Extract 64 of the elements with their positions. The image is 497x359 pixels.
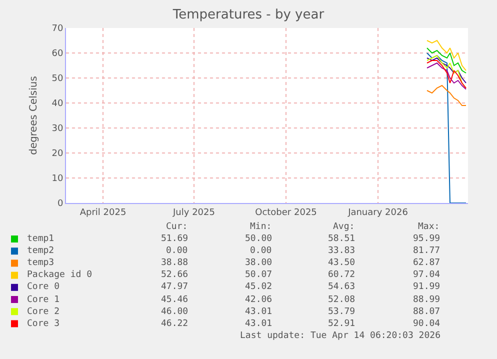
legend-label: Core 0 xyxy=(27,282,60,292)
text: 43.01 xyxy=(245,319,272,329)
text: 52.91 xyxy=(328,319,356,329)
text: 50.00 xyxy=(245,234,272,244)
legend-label: temp2 xyxy=(27,246,54,256)
text: 60.72 xyxy=(328,270,356,280)
y-tick-label: 20 xyxy=(52,149,64,160)
text: Last update: Tue Apr 14 06:20:03 2026 xyxy=(240,331,440,341)
y-tick-label: 30 xyxy=(52,124,64,134)
text: 95.99 xyxy=(413,234,440,244)
text: 97.04 xyxy=(413,270,440,280)
text: 42.06 xyxy=(245,295,272,305)
text: 81.77 xyxy=(413,246,440,256)
text: 52.66 xyxy=(161,270,188,280)
text: 52.08 xyxy=(328,295,356,305)
text: 88.07 xyxy=(413,307,440,317)
legend-label: temp3 xyxy=(27,258,54,268)
text: 43.01 xyxy=(245,307,272,317)
text: 91.99 xyxy=(413,282,440,292)
text: 53.79 xyxy=(328,307,356,317)
text: Max: xyxy=(418,222,440,232)
text: 54.63 xyxy=(328,282,356,292)
text: 50.07 xyxy=(245,270,272,280)
text: 45.02 xyxy=(245,282,272,292)
line-series xyxy=(426,48,466,74)
text: 0.00 xyxy=(250,246,272,256)
line-series xyxy=(426,52,466,203)
y-tick-label: 0 xyxy=(57,199,64,210)
legend-label: Core 1 xyxy=(27,295,60,305)
line-series xyxy=(426,58,466,84)
text: Min: xyxy=(250,222,272,232)
text: 46.00 xyxy=(161,307,188,317)
y-tick-label: 70 xyxy=(52,24,64,34)
text: 90.04 xyxy=(413,319,440,329)
text: 58.51 xyxy=(328,234,356,244)
text: 47.97 xyxy=(161,282,188,292)
text: 0.00 xyxy=(166,246,188,256)
text: Avg: xyxy=(333,222,355,232)
text: 62.87 xyxy=(413,258,440,268)
y-tick-label: 60 xyxy=(52,49,64,60)
legend-label: Core 2 xyxy=(27,307,60,317)
text: 88.99 xyxy=(413,295,440,305)
y-tick-label: 10 xyxy=(52,174,64,184)
x-tick-label: October 2025 xyxy=(255,208,317,218)
text: 33.83 xyxy=(328,246,356,256)
line-series xyxy=(426,40,466,71)
x-tick-label: April 2025 xyxy=(80,208,126,218)
text: 46.22 xyxy=(161,319,188,329)
line-series xyxy=(426,85,466,106)
text: 38.88 xyxy=(161,258,188,268)
text: 43.50 xyxy=(328,258,356,268)
y-tick-label: 50 xyxy=(52,74,64,84)
text: 38.00 xyxy=(245,258,272,268)
x-tick-label: January 2026 xyxy=(347,208,408,218)
text: Cur: xyxy=(166,222,188,232)
chart-title: Temperatures - by year xyxy=(172,8,325,23)
y-axis-title: degrees Celsius xyxy=(28,76,40,155)
y-tick-label: 40 xyxy=(52,99,64,110)
text: 51.69 xyxy=(161,234,188,244)
x-tick-label: July 2025 xyxy=(172,208,215,218)
legend-label: temp1 xyxy=(27,234,54,244)
legend-label: Core 3 xyxy=(27,319,60,329)
text: 45.46 xyxy=(161,295,188,305)
legend-label: Package id 0 xyxy=(27,270,92,280)
